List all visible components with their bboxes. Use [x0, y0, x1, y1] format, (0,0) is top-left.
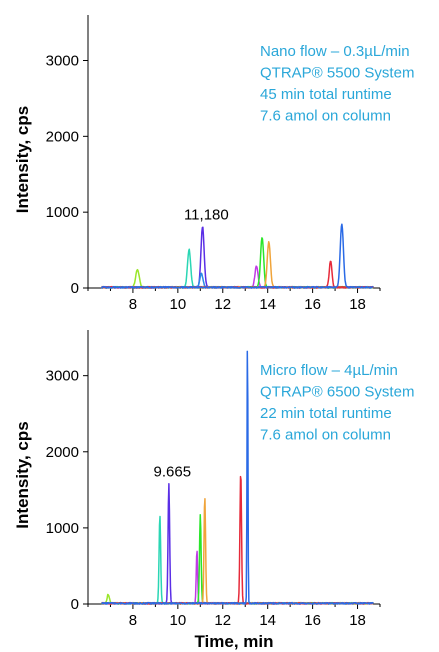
annotation-line-1: Nano flow – 0.3µL/min	[260, 43, 410, 60]
peak-label: 11,180	[184, 206, 229, 223]
annotation-line-4: 7.6 amol on column	[260, 427, 391, 444]
series-trace-6	[101, 497, 374, 605]
annotation-line-4: 7.6 amol on column	[260, 108, 391, 125]
y-tick-label: 1000	[46, 520, 79, 537]
x-tick-label: 8	[129, 612, 137, 629]
x-tick-label: 12	[214, 296, 231, 313]
x-tick-label: 8	[129, 296, 137, 313]
chart-panel-top: 0 1000 2000 3000 8 10 12 14 16 18 Intensity, cps 11…	[13, 15, 414, 313]
y-tick-label: 2000	[46, 128, 79, 145]
y-axis-title: Intensity, cps	[13, 106, 32, 213]
x-tick-label: 16	[304, 296, 321, 313]
series-trace-8	[101, 350, 374, 605]
chart-panel-bottom: 0 1000 2000 3000 8 10 12 14 16 18 Intensity, cps Ti…	[13, 330, 414, 651]
x-tick-label: 18	[349, 612, 366, 629]
series-trace-7	[101, 475, 374, 605]
series-trace-5	[100, 514, 374, 605]
annotation-line-2: QTRAP® 5500 System	[260, 65, 414, 82]
series-trace-3	[101, 482, 374, 605]
y-tick-label: 0	[71, 596, 79, 613]
peak-label: 9.665	[154, 464, 192, 481]
annotation-line-3: 22 min total runtime	[260, 405, 392, 422]
series-trace-9	[100, 223, 374, 289]
x-tick-label: 16	[304, 612, 321, 629]
y-tick-label: 3000	[46, 53, 79, 70]
x-tick-label: 10	[170, 612, 187, 629]
x-tick-label: 18	[349, 296, 366, 313]
annotation-line-2: QTRAP® 6500 System	[260, 384, 414, 401]
y-tick-label: 3000	[46, 368, 79, 385]
series-trace-4	[101, 550, 374, 605]
x-tick-label: 14	[259, 612, 276, 629]
y-tick-label: 2000	[46, 444, 79, 461]
series-trace-2	[101, 515, 374, 605]
y-tick-label: 1000	[46, 204, 79, 221]
x-tick-label: 14	[259, 296, 276, 313]
x-tick-label: 10	[170, 296, 187, 313]
series-trace-8	[101, 260, 374, 289]
annotation-line-3: 45 min total runtime	[260, 86, 392, 103]
x-axis-title: Time, min	[194, 632, 273, 651]
annotation-line-1: Micro flow – 4µL/min	[260, 362, 398, 379]
y-axis-title: Intensity, cps	[13, 421, 32, 528]
y-tick-label: 0	[71, 280, 79, 297]
x-tick-label: 12	[214, 612, 231, 629]
